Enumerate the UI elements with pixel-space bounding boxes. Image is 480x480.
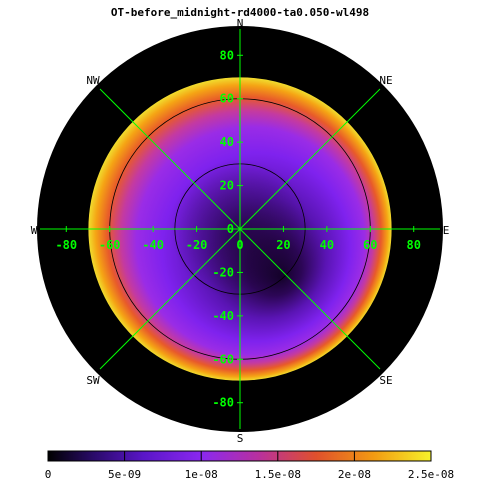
y-tick-label: 40: [220, 135, 234, 149]
y-tick-label: 60: [220, 92, 234, 106]
y-tick-label: -80: [212, 396, 234, 410]
y-tick-label: 80: [220, 48, 234, 62]
y-tick-label: 20: [220, 179, 234, 193]
y-tick-label: 0: [227, 222, 234, 236]
compass-label-e: E: [443, 224, 450, 237]
compass-label-se: SE: [379, 374, 392, 387]
colorbar-tick-label: 5e-09: [108, 468, 141, 480]
x-tick-label: -60: [99, 238, 121, 252]
x-tick-label: 0: [236, 238, 243, 252]
colorbar-tick-label: 1e-08: [185, 468, 218, 480]
x-tick-label: 20: [276, 238, 290, 252]
x-tick-label: 80: [406, 238, 420, 252]
x-tick-label: 40: [320, 238, 334, 252]
y-tick-label: -20: [212, 265, 234, 279]
colorbar: 0 5e-09 1e-08 1.5e-08 2e-08 2.5e-08: [45, 450, 454, 480]
colorbar-tick-label: 1.5e-08: [255, 468, 301, 480]
x-tick-label: -20: [186, 238, 208, 252]
colorbar-tick-label: 0: [45, 468, 52, 480]
x-tick-label: -40: [142, 238, 164, 252]
compass-label-nw: NW: [86, 74, 100, 87]
colorbar-tick-label: 2e-08: [338, 468, 371, 480]
compass-label-ne: NE: [379, 74, 392, 87]
compass-label-sw: SW: [86, 374, 100, 387]
chart-title: OT-before_midnight-rd4000-ta0.050-wl498: [111, 6, 369, 19]
x-tick-label: -80: [55, 238, 77, 252]
compass-label-s: S: [237, 432, 244, 445]
x-tick-label: 60: [363, 238, 377, 252]
y-tick-label: -40: [212, 309, 234, 323]
x-tick-labels: -80 -60 -40 -20 0 20 40 60 80: [55, 226, 421, 252]
colorbar-tick-label: 2.5e-08: [408, 468, 454, 480]
colorbar-ticks: 0 5e-09 1e-08 1.5e-08 2e-08 2.5e-08: [45, 451, 454, 480]
compass-labels: N NE E SE S SW W NW: [31, 17, 450, 445]
compass-label-w: W: [31, 224, 38, 237]
compass-label-n: N: [237, 17, 244, 30]
colorbar-gradient: [47, 450, 432, 462]
y-tick-label: -60: [212, 352, 234, 366]
